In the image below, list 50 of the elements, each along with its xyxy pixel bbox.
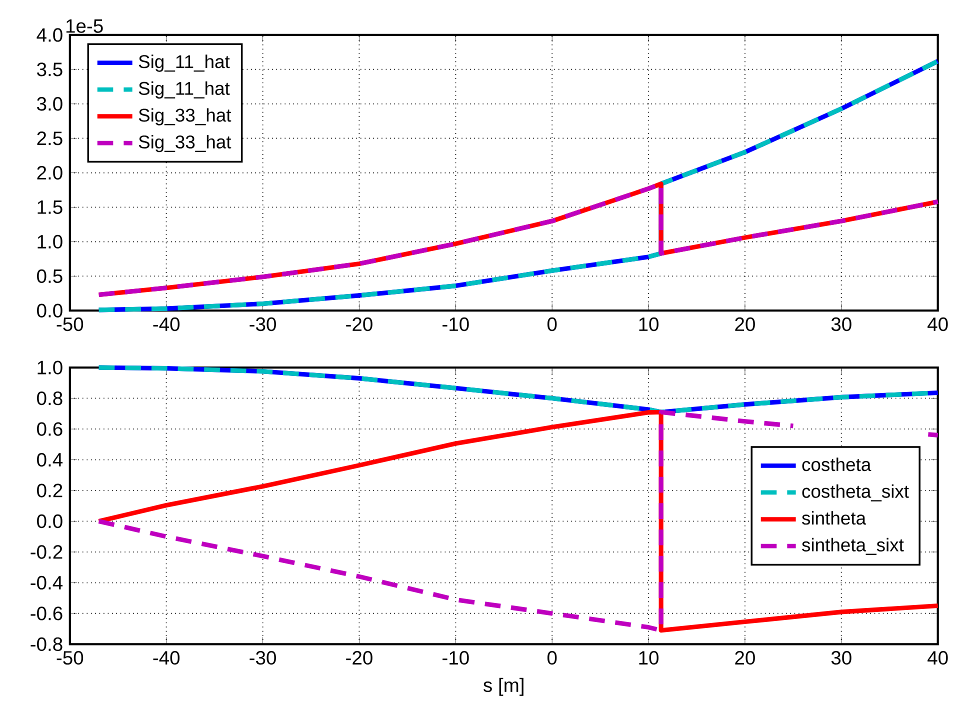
x-tick-label: 10 <box>639 650 658 665</box>
legend-label: costheta_sixt <box>802 484 909 502</box>
text: 1e-5 <box>66 19 103 33</box>
x-tick-label: 10 <box>639 317 658 332</box>
legend-label: Sig_33_hat <box>138 108 232 126</box>
y-tick-label: 2.5 <box>37 131 62 146</box>
y-tick-label: 0.6 <box>37 422 62 436</box>
y-tick-label: -0.2 <box>30 545 62 559</box>
x-tick-label: -50 <box>56 650 84 665</box>
y-tick-label: 0.4 <box>37 452 63 467</box>
line-series <box>96 181 940 297</box>
x-tick-label: -20 <box>346 317 372 332</box>
x-tick-label: 30 <box>831 317 852 332</box>
legend-label: sintheta_sixt <box>802 538 904 555</box>
x-tick-label: -10 <box>442 317 469 332</box>
x-tick-label: 30 <box>831 650 852 665</box>
y-tick-label: 0.2 <box>37 484 62 498</box>
legend-label: costheta <box>802 458 872 472</box>
x-axis-title: s [m] <box>484 678 524 696</box>
y-tick-label: 0.0 <box>37 514 62 528</box>
x-tick-label: -30 <box>250 317 276 332</box>
y-tick-label: 1.0 <box>38 234 62 248</box>
y-tick-label: -0.6 <box>30 606 62 620</box>
y-tick-label: 1.5 <box>38 200 62 214</box>
x-tick-label: -40 <box>153 650 180 665</box>
x-tick-label: -30 <box>250 650 276 665</box>
x-tick-label: 20 <box>735 317 755 332</box>
x-tick-label: 20 <box>735 650 755 665</box>
x-tick-label: 40 <box>928 317 948 332</box>
legend-label: Sig_11_hat <box>138 54 230 72</box>
y-tick-label: 4.0 <box>36 28 62 42</box>
y-tick-label: 0.5 <box>37 269 62 283</box>
x-tick-label: 0 <box>547 317 557 332</box>
y-tick-label: 3.0 <box>37 97 62 111</box>
y-tick-label: 3.5 <box>37 62 62 76</box>
x-tick-label: -20 <box>346 650 372 665</box>
y-tick-label: -0.4 <box>30 576 63 590</box>
y-tick-label: 0.0 <box>37 304 62 318</box>
x-tick-label: -10 <box>442 650 469 665</box>
legend-label: Sig_33_hat <box>138 134 232 152</box>
legend-label: Sig_11_hat <box>138 81 230 99</box>
y-tick-label: 2.0 <box>37 166 62 180</box>
y-tick-label: 0.8 <box>37 391 62 406</box>
x-tick-label: -50 <box>56 317 84 332</box>
x-tick-label: 40 <box>928 650 948 665</box>
x-tick-label: 0 <box>547 650 557 665</box>
legend-label: sintheta <box>802 511 866 525</box>
y-tick-label: -0.8 <box>30 637 62 651</box>
y-tick-label: 1.0 <box>38 360 62 374</box>
x-tick-label: -40 <box>153 317 180 332</box>
